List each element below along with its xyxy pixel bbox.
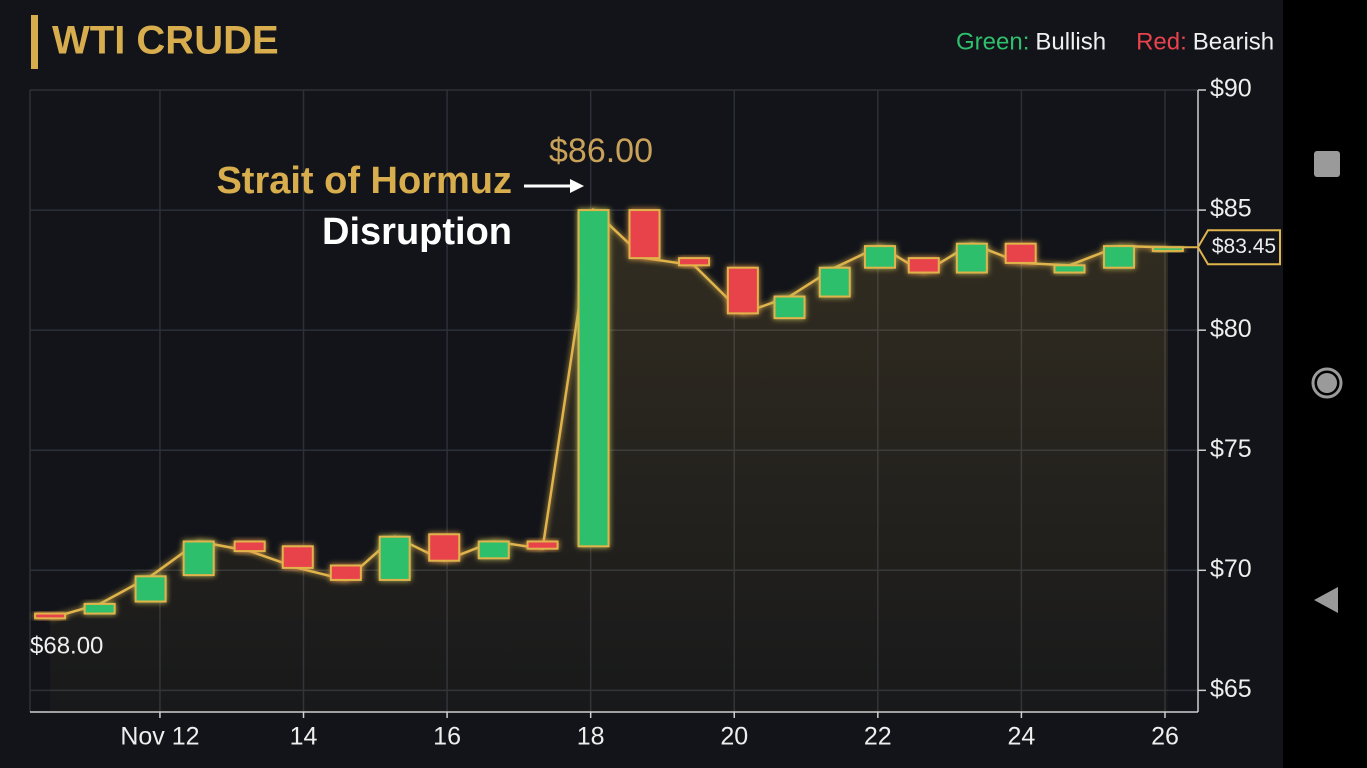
start-label: $68.00: [30, 632, 103, 659]
candle-body: [773, 295, 806, 320]
chart-title: WTI CRUDE: [52, 19, 279, 63]
legend-key: Red:: [1136, 28, 1187, 55]
candle-body: [1053, 264, 1086, 274]
nav-home[interactable]: [1311, 367, 1343, 399]
candle-body: [907, 257, 940, 274]
peak-label: $86.00: [549, 132, 653, 170]
y-tick-label: $80: [1210, 315, 1252, 343]
y-tick-label: $90: [1210, 75, 1252, 103]
candle-body: [83, 602, 116, 615]
y-tick-label: $65: [1210, 675, 1252, 703]
candle-body: [1103, 245, 1136, 269]
legend-label: Bullish: [1035, 28, 1106, 55]
candle-body: [329, 564, 362, 581]
candle-body: [955, 242, 988, 274]
candle-body: [281, 545, 314, 569]
candle-body: [628, 209, 661, 260]
y-tick-label: $70: [1210, 555, 1252, 583]
legend-key: Green:: [956, 28, 1029, 55]
event-label: Disruption: [322, 211, 512, 253]
x-tick-label: Nov 12: [120, 723, 199, 751]
candle-body: [233, 540, 266, 553]
x-tick-label: 26: [1151, 723, 1179, 751]
y-tick-label: $75: [1210, 435, 1252, 463]
candle-body: [428, 533, 461, 562]
event-label: Strait of Hormuz: [216, 160, 512, 202]
candle-body: [526, 540, 559, 550]
candle-body: [678, 257, 711, 267]
title-bar: [31, 15, 38, 69]
candle-body: [182, 540, 215, 577]
candle-body: [34, 612, 67, 620]
x-tick-label: 14: [290, 723, 318, 751]
nav-recents[interactable]: [1314, 151, 1340, 177]
price-tag: [1196, 229, 1281, 266]
x-tick-label: 22: [864, 723, 892, 751]
x-tick-label: 18: [577, 723, 605, 751]
legend-label: Bearish: [1193, 28, 1274, 55]
legend: Green: Bullish Red: Bearish: [956, 28, 1274, 55]
candle-body: [863, 245, 896, 269]
candle-body: [726, 266, 759, 315]
x-tick-label: 24: [1007, 723, 1035, 751]
candle-body: [134, 575, 167, 603]
candle-body: [477, 540, 510, 560]
candle-body: [577, 209, 610, 548]
candle-body: [378, 535, 411, 581]
arrow-head: [570, 179, 584, 193]
candle-body: [818, 266, 851, 298]
price-tag-label: $83.45: [1212, 235, 1276, 258]
x-tick-label: 16: [433, 723, 461, 751]
nav-back[interactable]: [1314, 587, 1338, 613]
candle-body: [1004, 242, 1037, 264]
nav-home-dot: [1317, 373, 1337, 393]
plot: $65 $70 $75 $80 $85 $90 Nov 12 14 16 18 20 22 24 26 $8…: [29, 75, 1281, 751]
x-tick-label: 20: [720, 723, 748, 751]
y-tick-label: $85: [1210, 195, 1252, 223]
